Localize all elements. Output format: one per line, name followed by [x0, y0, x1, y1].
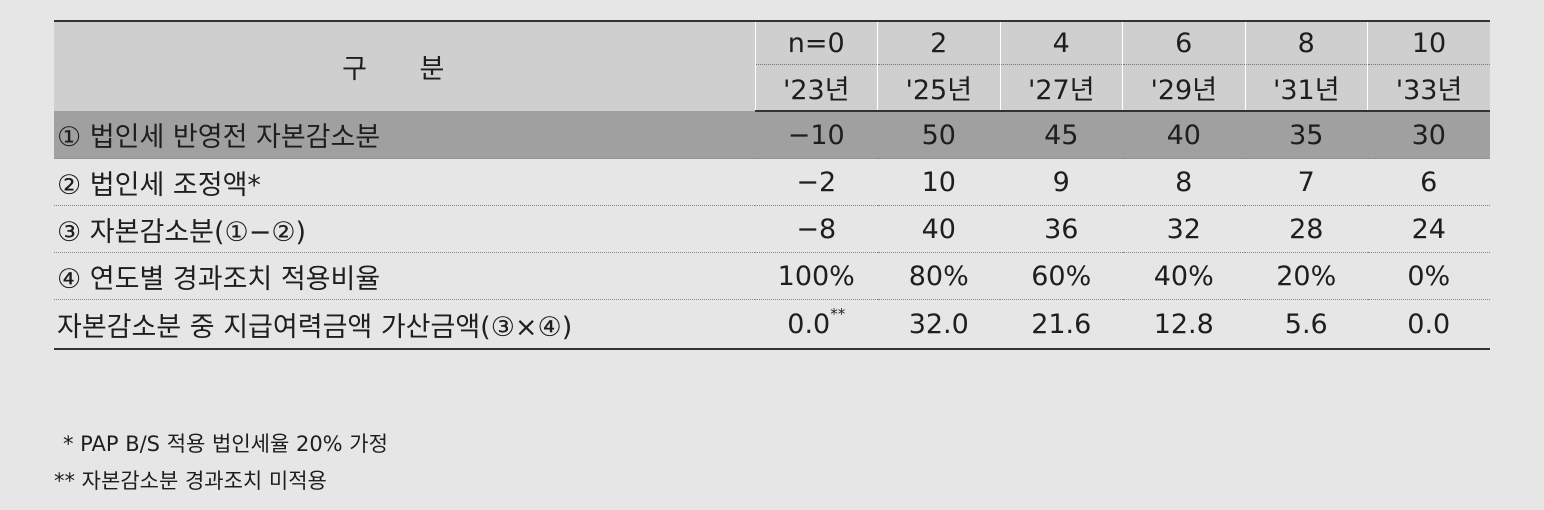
header-period: 10 [1367, 20, 1490, 65]
table-cell: 32.0 [877, 299, 1000, 350]
table-cell: 5.6 [1245, 299, 1368, 350]
table-cell: 20% [1245, 252, 1368, 300]
table-row: ② 법인세 조정액* −2 10 9 8 7 6 [54, 158, 1490, 206]
header-year: '25년 [877, 64, 1000, 112]
cell-value: 0.0 [787, 308, 831, 340]
row-label: ③ 자본감소분(①−②) [54, 205, 755, 253]
header-year: '31년 [1244, 64, 1368, 112]
header-year: '29년 [1122, 64, 1245, 112]
table-cell: −10 [755, 111, 878, 159]
table-cell: −8 [755, 205, 878, 253]
table-row: ③ 자본감소분(①−②) −8 40 36 32 28 24 [54, 205, 1490, 253]
table-cell: 35 [1245, 111, 1368, 159]
header-period: 4 [999, 20, 1123, 65]
table-cell: 100% [755, 252, 878, 300]
table-cell: 12.8 [1122, 299, 1245, 350]
table-row: 자본감소분 중 지급여력금액 가산금액(③×④) 0.0** 32.0 21.6… [54, 299, 1490, 350]
row-label: ④ 연도별 경과조치 적용비율 [54, 252, 755, 300]
table-cell: 28 [1245, 205, 1368, 253]
table-cell: 0.0** [755, 299, 878, 350]
table-cell: 40 [877, 205, 1000, 253]
table-cell: 7 [1245, 158, 1368, 206]
table-cell: 10 [877, 158, 1000, 206]
table-cell: 0% [1367, 252, 1490, 300]
table-cell: 60% [1000, 252, 1123, 300]
row-label: ① 법인세 반영전 자본감소분 [54, 111, 755, 159]
table-cell: 0.0 [1367, 299, 1490, 350]
table-cell: 30 [1367, 111, 1490, 159]
header-year: '33년 [1367, 64, 1490, 112]
table-cell: 80% [877, 252, 1000, 300]
footnote-marker: ** [830, 304, 846, 323]
footnote: * PAP B/S 적용 법인세율 20% 가정 [63, 432, 388, 456]
table-cell: −2 [755, 158, 878, 206]
table-cell: 45 [1000, 111, 1123, 159]
row-label: 자본감소분 중 지급여력금액 가산금액(③×④) [54, 299, 755, 350]
table-cell: 50 [877, 111, 1000, 159]
header-period: 8 [1244, 20, 1368, 65]
table-cell: 8 [1122, 158, 1245, 206]
table-header: 구 분 n=0 2 4 6 8 10 '23년 '25년 '27년 '29년 '… [54, 20, 1490, 112]
header-period: n=0 [754, 20, 878, 65]
transition-table: 구 분 n=0 2 4 6 8 10 '23년 '25년 '27년 '29년 '… [54, 20, 1490, 350]
table-cell: 6 [1367, 158, 1490, 206]
table-cell: 21.6 [1000, 299, 1123, 350]
footnote: ** 자본감소분 경과조치 미적용 [54, 469, 327, 493]
header-year: '27년 [999, 64, 1123, 112]
table-cell: 36 [1000, 205, 1123, 253]
table-cell: 40 [1122, 111, 1245, 159]
table-container: 구 분 n=0 2 4 6 8 10 '23년 '25년 '27년 '29년 '… [54, 20, 1490, 350]
header-period: 2 [877, 20, 1000, 65]
table-row: ① 법인세 반영전 자본감소분 −10 50 45 40 35 30 [54, 111, 1490, 159]
table-cell: 40% [1122, 252, 1245, 300]
footnotes: * PAP B/S 적용 법인세율 20% 가정 ** 자본감소분 경과조치 미… [54, 426, 388, 500]
header-period: 6 [1122, 20, 1245, 65]
row-label: ② 법인세 조정액* [54, 158, 755, 206]
table-cell: 32 [1122, 205, 1245, 253]
header-year: '23년 [754, 64, 878, 112]
table-row: ④ 연도별 경과조치 적용비율 100% 80% 60% 40% 20% 0% [54, 252, 1490, 300]
header-category: 구 분 [54, 20, 755, 111]
table-cell: 9 [1000, 158, 1123, 206]
table-cell: 24 [1367, 205, 1490, 253]
